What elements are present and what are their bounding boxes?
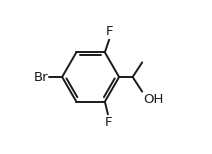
Text: F: F xyxy=(106,25,114,38)
Text: OH: OH xyxy=(143,93,163,106)
Text: Br: Br xyxy=(34,71,49,83)
Text: F: F xyxy=(105,116,112,129)
